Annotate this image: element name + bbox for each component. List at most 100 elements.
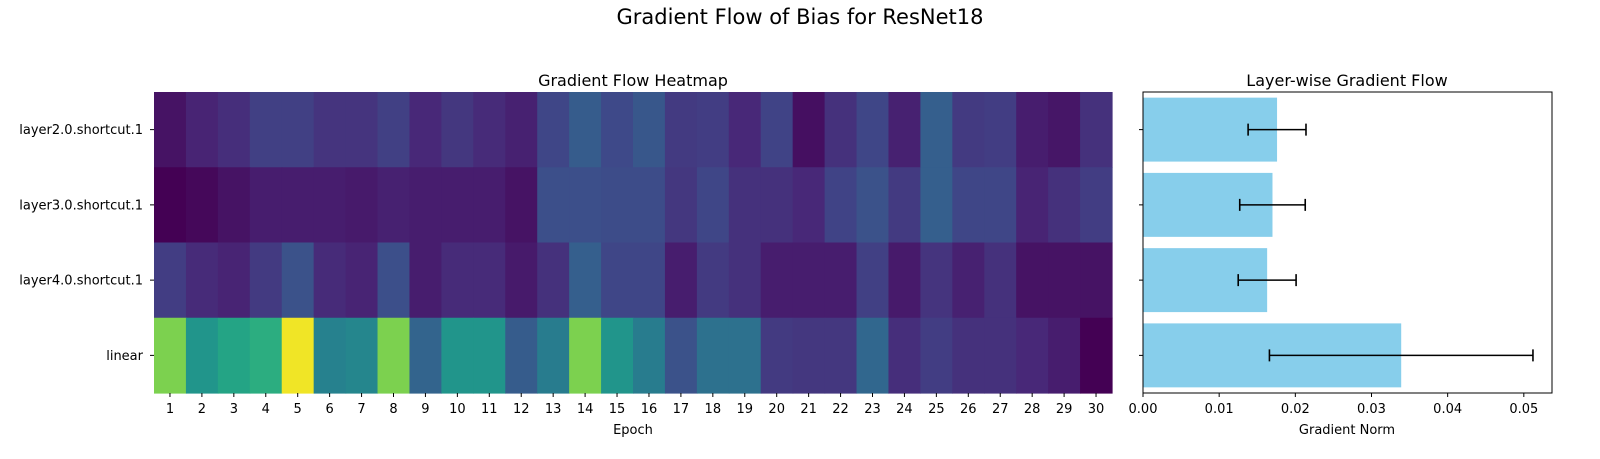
heatmap-cell — [664, 242, 698, 319]
heatmap-x-tick-label: 17 — [673, 402, 690, 417]
heatmap-x-tick-label: 11 — [481, 402, 498, 417]
bar-panel: Layer-wise Gradient Flow 0.00 0.01 0.02 0.0… — [1129, 71, 1553, 438]
heatmap-x-tick-label: 5 — [294, 402, 302, 417]
heatmap-cell — [377, 317, 411, 394]
heatmap-cell — [154, 242, 187, 319]
heatmap-cell — [633, 167, 666, 244]
heatmap-cell — [281, 167, 315, 244]
heatmap-cell — [537, 242, 570, 319]
heatmap-cell — [633, 92, 666, 168]
heatmap-cell — [569, 167, 602, 244]
figure-title: Gradient Flow of Bias for ResNet18 — [617, 5, 984, 29]
heatmap-panel: Gradient Flow Heatmap layer2.0.shortcut.… — [19, 71, 1113, 438]
heatmap-cell — [249, 92, 283, 168]
heatmap-cell — [728, 317, 762, 394]
heatmap-cell — [185, 317, 219, 394]
bar-x-axis-label: Gradient Norm — [1299, 423, 1395, 438]
heatmap-cell — [856, 242, 890, 319]
heatmap-cell — [1048, 242, 1081, 319]
heatmap-cell — [185, 92, 219, 168]
heatmap-cell — [377, 92, 411, 168]
heatmap-cell — [313, 92, 347, 168]
bar-x-tick-label: 0.02 — [1281, 402, 1310, 417]
heatmap-cell — [888, 92, 921, 168]
heatmap-cell — [217, 242, 251, 319]
heatmap-cell — [154, 92, 187, 168]
heatmap-x-tick-label: 2 — [198, 402, 206, 417]
heatmap-x-tick-label: 23 — [864, 402, 881, 417]
bar-axes-frame — [1142, 91, 1553, 394]
heatmap-x-tick-label: 29 — [1056, 402, 1073, 417]
heatmap-cell — [601, 317, 634, 394]
heatmap-cell — [473, 167, 506, 244]
heatmap-x-ticks: 1 2 3 4 5 6 7 8 9 10 11 12 13 14 15 16 17 18 19 20 21 22 23 24 2… — [166, 393, 1104, 417]
heatmap-x-tick-label: 30 — [1088, 402, 1105, 417]
heatmap-cell — [888, 242, 921, 319]
heatmap-cell — [792, 317, 826, 394]
heatmap-x-tick-label: 20 — [768, 402, 785, 417]
heatmap-cell — [664, 167, 698, 244]
bar-marks — [1143, 97, 1534, 388]
heatmap-cell — [696, 167, 730, 244]
heatmap-cell — [505, 92, 538, 168]
heatmap-cell — [409, 317, 442, 394]
heatmap-cell — [281, 242, 315, 319]
heatmap-cell — [824, 242, 858, 319]
heatmap-cell — [728, 92, 762, 168]
heatmap-cell — [824, 167, 858, 244]
heatmap-x-axis-label: Epoch — [613, 423, 653, 438]
heatmap-cells — [154, 92, 1113, 394]
bar-x-tick-label: 0.04 — [1433, 402, 1462, 417]
heatmap-y-tick-label: layer2.0.shortcut.1 — [19, 123, 143, 138]
heatmap-cell — [824, 317, 858, 394]
heatmap-y-tick-label: layer4.0.shortcut.1 — [19, 274, 143, 289]
heatmap-x-tick-label: 26 — [960, 402, 977, 417]
heatmap-cell — [952, 317, 985, 394]
heatmap-cell — [1048, 167, 1081, 244]
heatmap-x-tick-label: 7 — [357, 402, 365, 417]
heatmap-cell — [920, 92, 953, 168]
heatmap-cell — [473, 92, 506, 168]
heatmap-cell — [345, 317, 379, 394]
heatmap-cell — [760, 167, 794, 244]
bar-x-tick-label: 0.05 — [1509, 402, 1538, 417]
heatmap-cell — [569, 242, 602, 319]
heatmap-cell — [601, 167, 634, 244]
heatmap-cell — [345, 167, 379, 244]
heatmap-cell — [792, 92, 826, 168]
heatmap-cell — [441, 317, 474, 394]
heatmap-cell — [345, 92, 379, 168]
heatmap-cell — [505, 242, 538, 319]
heatmap-cell — [1016, 317, 1049, 394]
heatmap-cell — [696, 317, 730, 394]
heatmap-cell — [920, 242, 953, 319]
heatmap-x-tick-label: 24 — [896, 402, 913, 417]
heatmap-cell — [664, 92, 698, 168]
heatmap-cell — [409, 92, 442, 168]
bar-axes: 0.00 0.01 0.02 0.03 0.04 0.05 — [1129, 91, 1553, 417]
heatmap-cell — [888, 317, 921, 394]
heatmap-x-tick-label: 8 — [389, 402, 397, 417]
heatmap-cell — [473, 317, 506, 394]
heatmap-cell — [1080, 92, 1113, 168]
heatmap-cell — [601, 92, 634, 168]
heatmap-cell — [441, 92, 474, 168]
heatmap-cell — [888, 167, 921, 244]
heatmap-x-tick-label: 21 — [800, 402, 817, 417]
heatmap-cell — [154, 317, 187, 394]
heatmap-cell — [281, 92, 315, 168]
heatmap-cell — [569, 317, 602, 394]
heatmap-cell — [313, 317, 347, 394]
heatmap-cell — [728, 242, 762, 319]
heatmap-cell — [154, 167, 187, 244]
heatmap-cell — [633, 317, 666, 394]
heatmap-cell — [728, 167, 762, 244]
heatmap-cell — [952, 167, 985, 244]
heatmap-cell — [441, 242, 474, 319]
heatmap-cell — [601, 242, 634, 319]
heatmap-cell — [537, 317, 570, 394]
heatmap-cell — [1080, 167, 1113, 244]
heatmap-cell — [952, 92, 985, 168]
heatmap-cell — [760, 92, 794, 168]
